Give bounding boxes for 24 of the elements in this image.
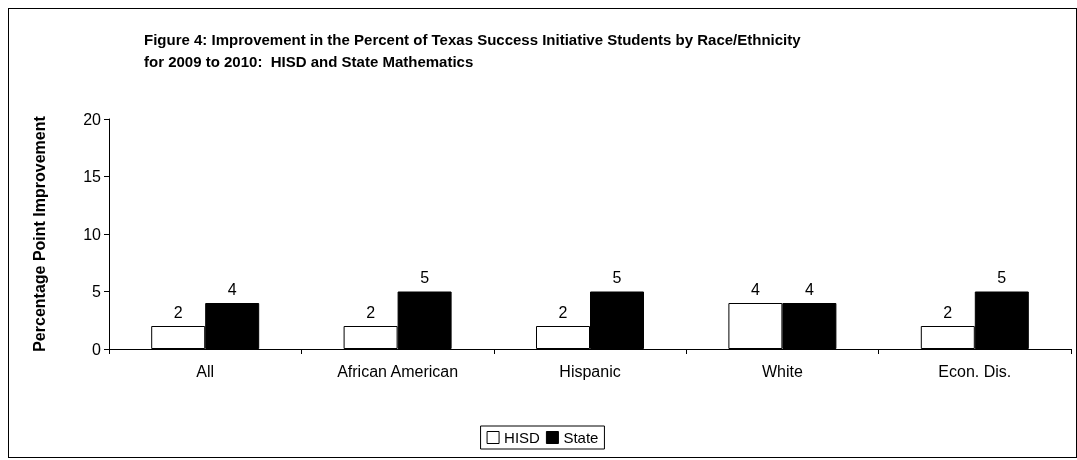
- y-axis-title: Percentage Point Improvement: [30, 115, 48, 352]
- x-tick-label: African American: [337, 362, 459, 380]
- data-label: 2: [366, 303, 376, 321]
- chart-title: Figure 4: Improvement in the Percent of Texas Success Initiative Students by Race/Ethnicity for 2009 to 2010: HISD and State Mathematics: [144, 30, 805, 70]
- data-label: 5: [612, 269, 622, 286]
- y-tick-label: 10: [83, 225, 102, 243]
- y-tick-label: 20: [83, 110, 102, 128]
- data-label: 4: [227, 280, 237, 298]
- data-label: 5: [997, 269, 1007, 286]
- legend-label: HISD: [504, 429, 541, 446]
- y-tick-label: 5: [92, 283, 102, 300]
- data-label: 2: [943, 303, 953, 321]
- data-label: 4: [804, 280, 814, 298]
- x-tick-label: Hispanic: [559, 362, 621, 380]
- data-label: 2: [558, 303, 568, 321]
- y-tick-label: 15: [83, 168, 102, 185]
- x-tick-label: White: [761, 362, 803, 380]
- y-tick-label: 0: [92, 340, 102, 358]
- data-label: 4: [750, 280, 760, 298]
- data-label: 5: [420, 269, 430, 286]
- data-label: 2: [173, 303, 183, 321]
- x-tick-label: All: [196, 362, 215, 380]
- x-tick-label: Econ. Dis.: [938, 362, 1012, 380]
- legend-label: State: [563, 429, 599, 446]
